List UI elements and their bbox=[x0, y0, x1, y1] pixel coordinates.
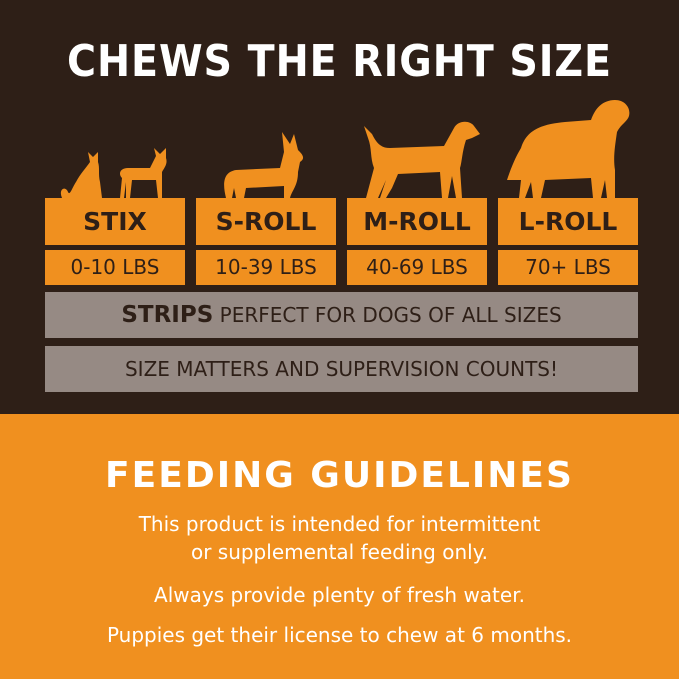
feeding-line: or supplemental feeding only. bbox=[190, 540, 489, 564]
cat-and-small-dog-silhouette-icon bbox=[60, 148, 167, 198]
strips-banner: STRIPS PERFECT FOR DOGS OF ALL SIZES bbox=[45, 292, 638, 338]
medium-dog-silhouette-icon bbox=[364, 121, 480, 198]
size-name: S-ROLL bbox=[196, 198, 336, 245]
strips-text: PERFECT FOR DOGS OF ALL SIZES bbox=[219, 303, 562, 327]
large-dog-silhouette-icon bbox=[507, 100, 630, 198]
size-name: L-ROLL bbox=[498, 198, 638, 245]
supervision-notice: SIZE MATTERS AND SUPERVISION COUNTS! bbox=[45, 346, 638, 392]
strips-label: STRIPS bbox=[121, 302, 214, 328]
size-range: 0-10 LBS bbox=[45, 250, 185, 285]
feeding-line: This product is intended for intermitten… bbox=[138, 512, 541, 536]
feeding-title: FEEDING GUIDELINES bbox=[105, 455, 574, 496]
page-title: CHEWS THE RIGHT SIZE bbox=[67, 36, 612, 87]
size-range: 70+ LBS bbox=[498, 250, 638, 285]
feeding-line: Puppies get their license to chew at 6 m… bbox=[106, 623, 573, 647]
corgi-silhouette-icon bbox=[224, 132, 304, 198]
size-name: M-ROLL bbox=[347, 198, 487, 245]
feeding-line: Always provide plenty of fresh water. bbox=[154, 583, 525, 607]
size-name: STIX bbox=[45, 198, 185, 245]
size-range: 40-69 LBS bbox=[347, 250, 487, 285]
size-range: 10-39 LBS bbox=[196, 250, 336, 285]
